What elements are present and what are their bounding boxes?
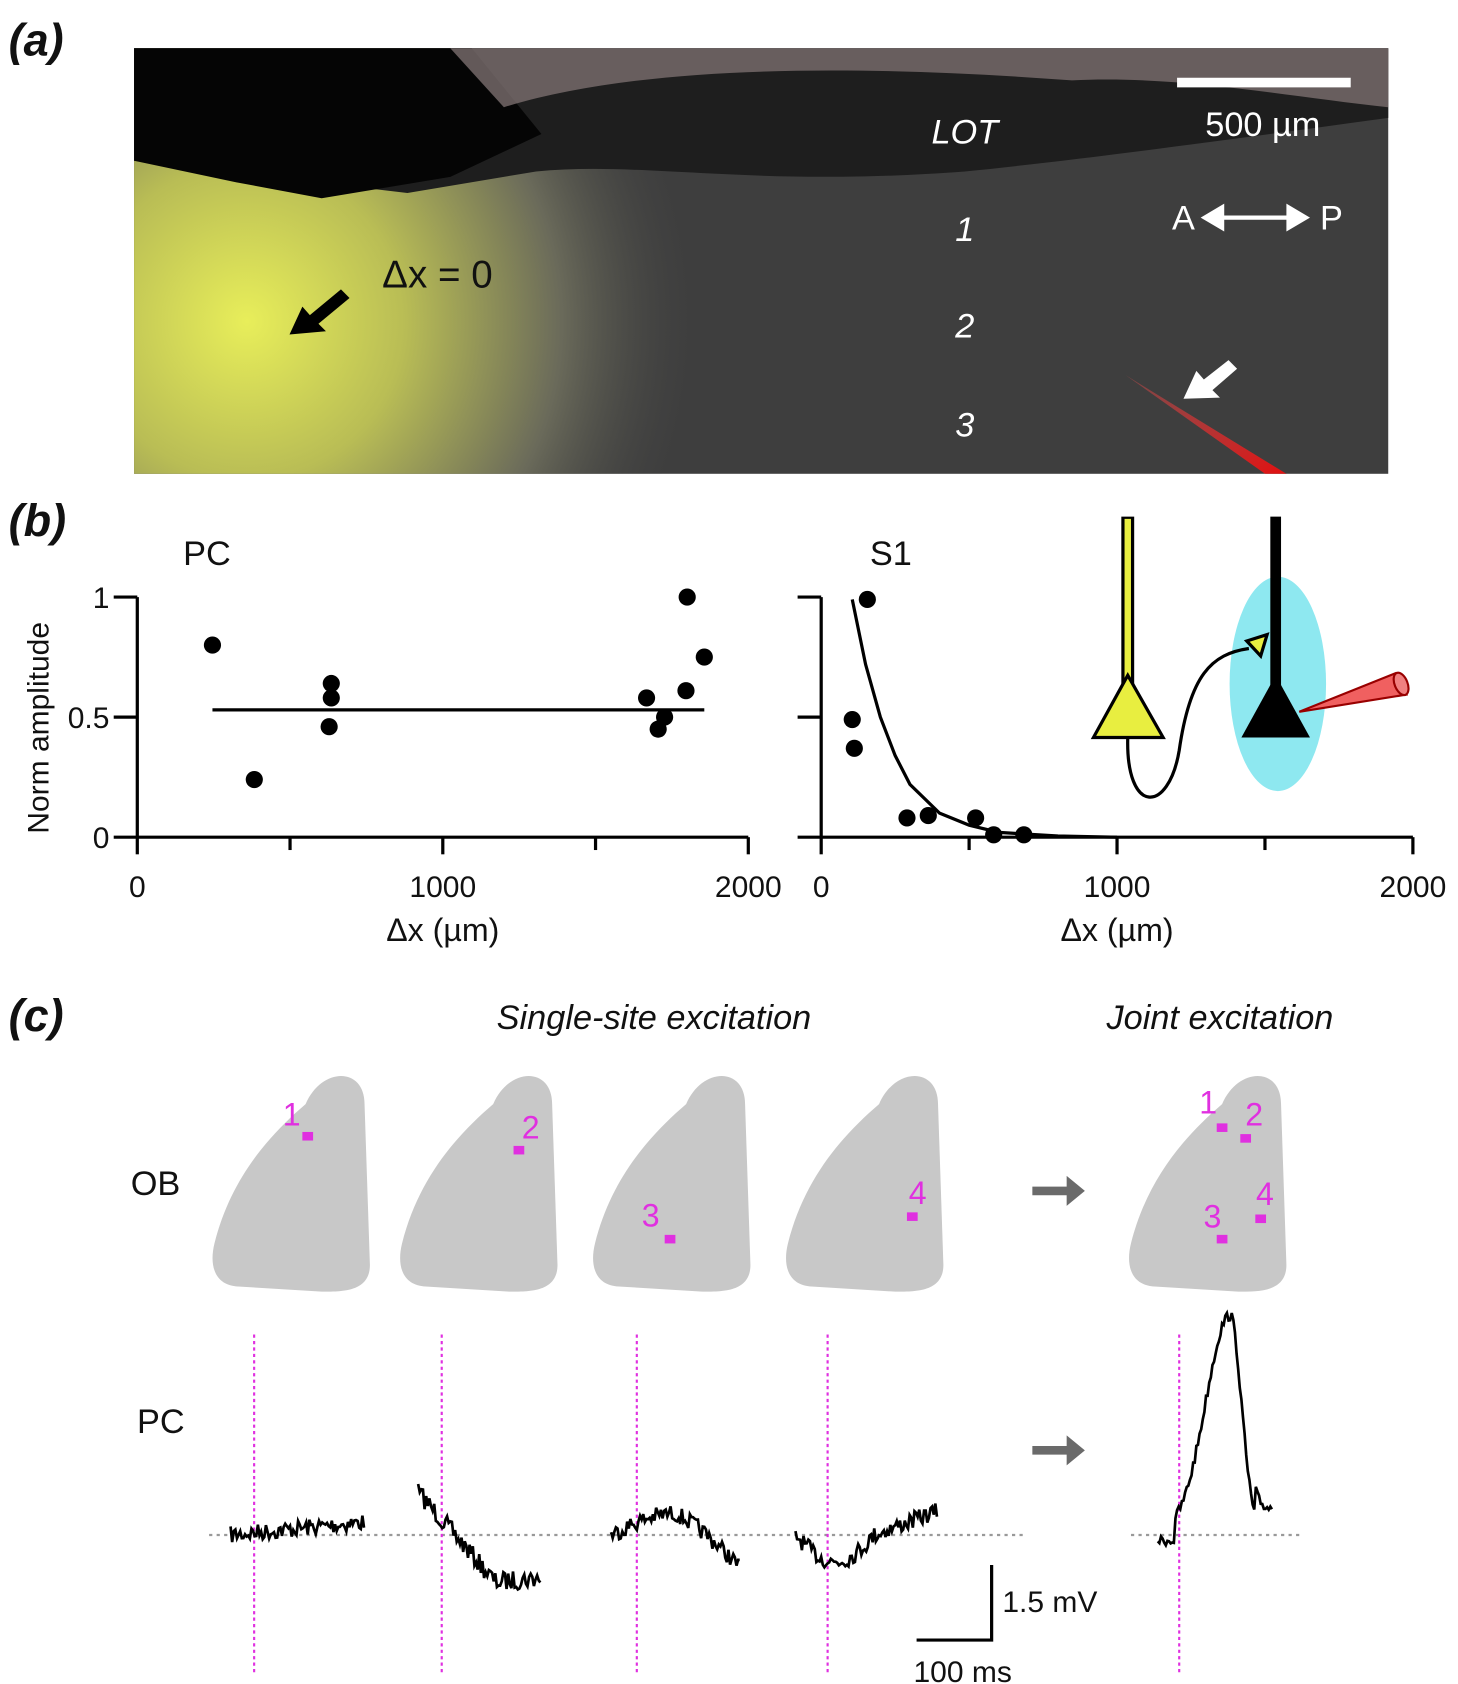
section-title: Joint excitation <box>1106 999 1334 1037</box>
y-tick-label: 1 <box>93 582 110 615</box>
data-point <box>322 674 340 693</box>
x-tick-label: 0 <box>129 871 146 904</box>
site-dot <box>1216 1234 1228 1244</box>
olfactory-bulb <box>400 1075 558 1292</box>
layer-label: LOT <box>931 114 1000 152</box>
traces <box>209 1309 1303 1673</box>
layer-label: 1 <box>955 211 974 249</box>
x-tick-label: 1000 <box>1084 871 1151 904</box>
site-dot <box>1240 1134 1252 1143</box>
arrows <box>1032 1175 1085 1466</box>
data-point <box>1015 826 1033 844</box>
x-axis-label: Δx (µm) <box>1060 912 1173 948</box>
row-label: OB <box>131 1165 181 1203</box>
site-label: 4 <box>1256 1176 1274 1212</box>
data-point <box>678 588 696 606</box>
fit-line <box>850 599 1118 839</box>
data-point <box>677 682 695 700</box>
site-dot <box>1255 1214 1267 1224</box>
x-tick-label: 1000 <box>409 871 476 904</box>
layer-label: 2 <box>954 308 974 346</box>
site-label: 4 <box>909 1175 927 1211</box>
site-label: 2 <box>522 1109 540 1145</box>
panel-letter: (c) <box>9 990 64 1041</box>
y-tick-label: 0.5 <box>68 702 110 735</box>
panel-letter: (b) <box>9 495 66 546</box>
site-dot <box>513 1145 525 1155</box>
voltage-trace <box>416 1483 542 1592</box>
data-point <box>245 770 263 789</box>
axis-label: P <box>1320 199 1343 237</box>
site-dot <box>1216 1123 1228 1132</box>
olfactory-bulb <box>1129 1075 1287 1292</box>
data-point <box>843 710 861 729</box>
data-point <box>967 809 985 827</box>
data-point <box>919 806 937 825</box>
site-label: 3 <box>1203 1198 1221 1234</box>
position-label: Δx = 0 <box>382 253 492 296</box>
data-point <box>858 590 876 609</box>
x-tick-label: 0 <box>813 871 830 904</box>
data-point <box>649 720 667 738</box>
scale-label: 500 µm <box>1205 106 1320 144</box>
site-dot <box>906 1212 918 1221</box>
site-dot <box>664 1234 676 1244</box>
neuron-diagram <box>1090 516 1410 799</box>
data-point <box>845 739 863 757</box>
site-label: 1 <box>1199 1085 1217 1121</box>
site-label: 2 <box>1245 1097 1263 1133</box>
panel-letter: (a) <box>9 15 64 66</box>
section-title: Single-site excitation <box>497 999 812 1037</box>
data-point <box>320 718 338 736</box>
olfactory-bulb <box>593 1075 751 1292</box>
axis-label: A <box>1172 199 1195 237</box>
data-point <box>637 689 656 707</box>
x-tick-label: 2000 <box>1380 871 1447 904</box>
voltage-trace <box>794 1503 939 1570</box>
data-point <box>695 648 713 666</box>
x-axis-label: Δx (µm) <box>386 912 499 948</box>
data-point <box>203 636 222 654</box>
data-point <box>898 809 916 827</box>
site-label: 3 <box>642 1197 660 1233</box>
y-tick-label: 0 <box>93 822 110 855</box>
data-point <box>985 826 1003 844</box>
charts: PC 0 0.5 1 0 1000 2000 Δx (µm) Norm amplitude S1 0… <box>22 535 1446 948</box>
site-label: 1 <box>283 1097 301 1133</box>
site-dot <box>302 1131 314 1141</box>
chart-title: S1 <box>870 535 912 573</box>
scale-label: 1.5 mV <box>1002 1586 1097 1619</box>
olfactory-bulb <box>786 1075 944 1292</box>
voltage-trace <box>1156 1309 1274 1549</box>
row-label: PC <box>137 1403 185 1441</box>
voltage-trace <box>609 1506 740 1567</box>
x-tick-label: 2000 <box>715 871 782 904</box>
voltage-trace <box>229 1515 366 1544</box>
y-axis-label: Norm amplitude <box>22 622 55 834</box>
layer-label: 3 <box>955 406 974 444</box>
data-point <box>322 689 340 707</box>
scale-bar <box>916 1565 994 1642</box>
scale-label: 100 ms <box>913 1656 1011 1684</box>
chart-title: PC <box>183 535 231 573</box>
olfactory-bulb <box>212 1075 370 1292</box>
micrograph <box>134 48 1389 474</box>
